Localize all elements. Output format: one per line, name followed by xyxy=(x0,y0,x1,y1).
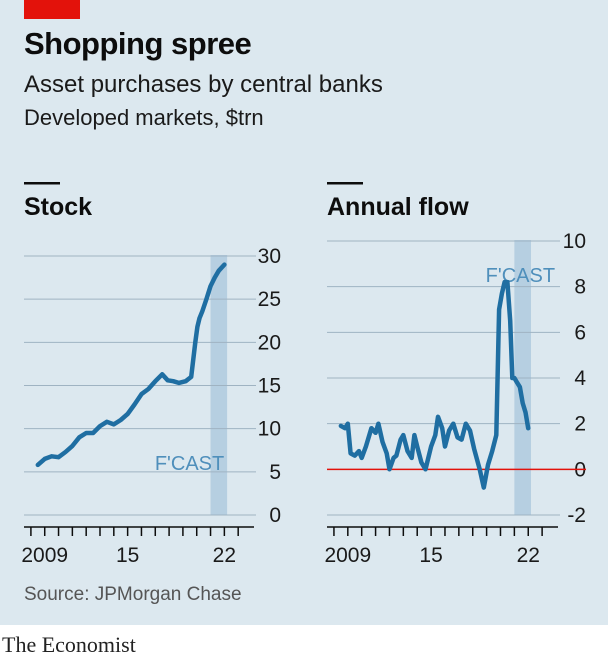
stock-panel-title: Stock xyxy=(24,193,92,221)
flow-y-tick-label: 4 xyxy=(574,367,586,390)
flow-y-tick-label: 8 xyxy=(574,276,586,299)
chart-headline: Shopping spree xyxy=(24,26,252,61)
flow-x-tick-label: 2009 xyxy=(324,544,371,567)
flow-y-tick-label: -2 xyxy=(567,504,586,527)
stock-x-tick-label: 22 xyxy=(213,544,236,567)
stock-y-tick-label: 30 xyxy=(258,245,281,268)
flow-panel-title: Annual flow xyxy=(327,193,469,221)
stock-series-line xyxy=(35,262,227,468)
source-note: Source: JPMorgan Chase xyxy=(24,584,242,605)
stock-x-tick-label: 2009 xyxy=(21,544,68,567)
chart-subtitle: Asset purchases by central banks xyxy=(24,71,383,98)
flow-x-tick-label: 15 xyxy=(419,544,442,567)
stock-forecast-label: F'CAST xyxy=(155,453,224,475)
stock-y-tick-label: 15 xyxy=(258,375,281,398)
flow-y-tick-label: 10 xyxy=(563,230,586,253)
flow-title-rule xyxy=(327,182,363,185)
flow-series-line xyxy=(338,279,531,490)
flow-forecast-label: F'CAST xyxy=(486,265,555,287)
flow-x-tick-label: 22 xyxy=(517,544,540,567)
flow-y-tick-label: 6 xyxy=(574,321,586,344)
brand-tag xyxy=(24,0,80,19)
chart-card: Shopping spree Asset purchases by centra… xyxy=(0,0,608,625)
flow-y-tick-label: 2 xyxy=(574,413,586,436)
stock-y-tick-label: 5 xyxy=(269,461,281,484)
stock-x-tick-label: 15 xyxy=(116,544,139,567)
brand-logo: The Economist xyxy=(2,632,136,657)
stock-y-tick-label: 0 xyxy=(269,504,281,527)
charts-area: Stock 30 25 20 15 10 5 0 F'CAST 2009 15 22 Annual fl… xyxy=(21,182,586,567)
stock-y-tick-label: 10 xyxy=(258,418,281,441)
stock-title-rule xyxy=(24,182,60,185)
stock-y-tick-label: 25 xyxy=(258,288,281,311)
chart-unit: Developed markets, $trn xyxy=(24,105,264,130)
stock-y-tick-label: 20 xyxy=(258,331,281,354)
